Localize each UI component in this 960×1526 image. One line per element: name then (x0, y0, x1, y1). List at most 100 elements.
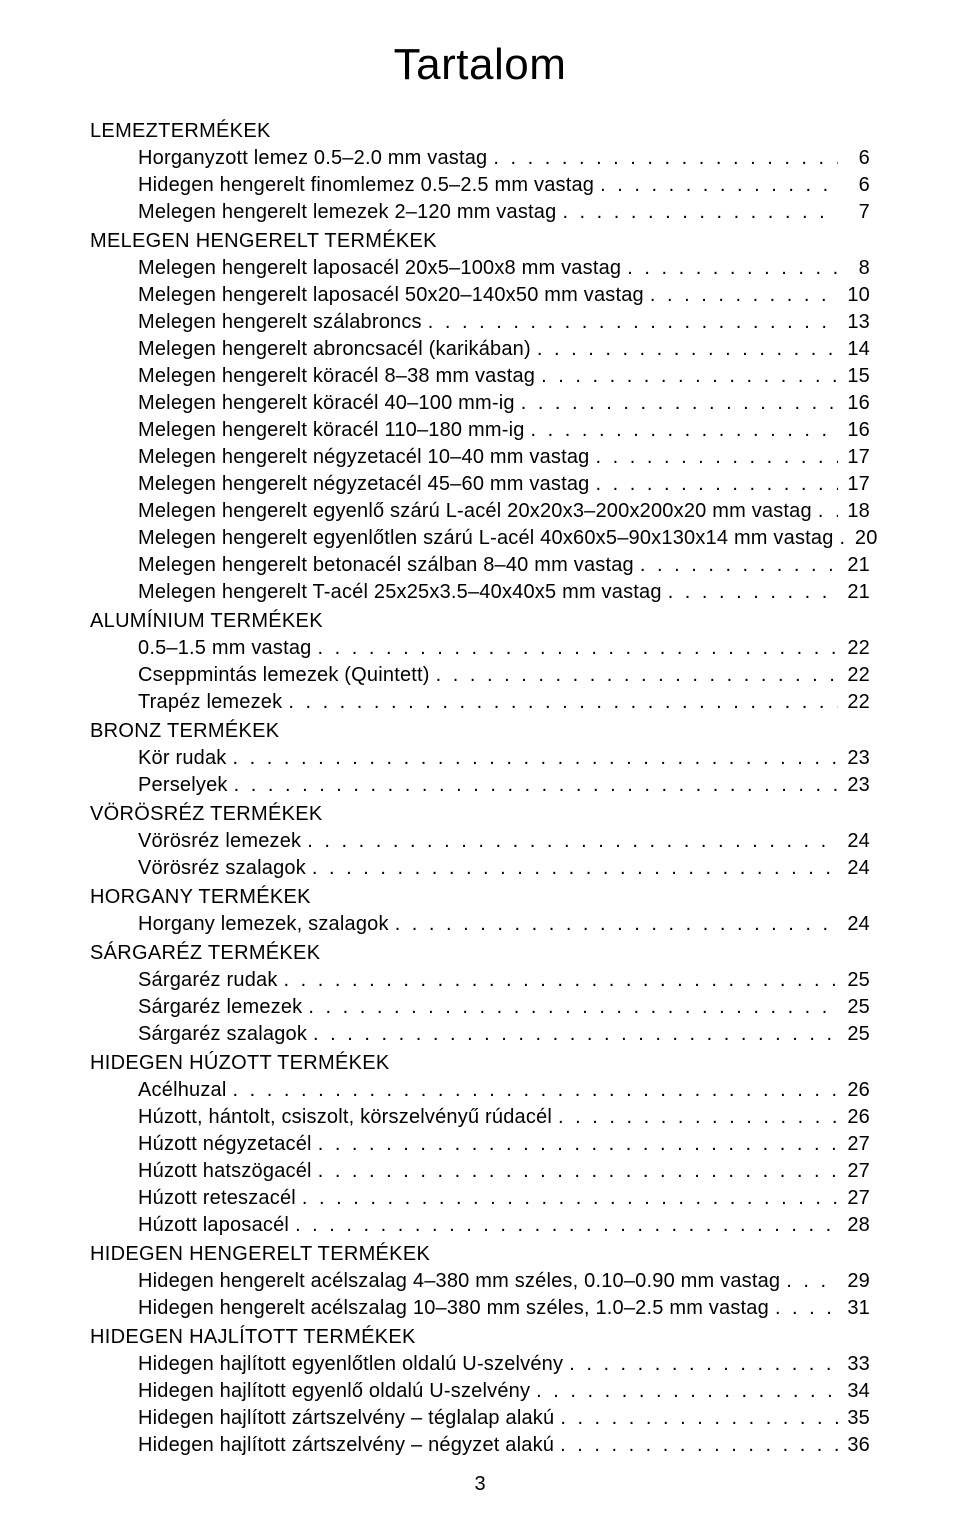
toc-dots: . . . . . . . . . . . . . . . . . . . . … (769, 1295, 838, 1322)
toc-row: Melegen hengerelt laposacél 20x5–100x8 m… (90, 255, 870, 282)
section-header: SÁRGARÉZ TERMÉKEK (90, 940, 870, 967)
toc-label: Vörösréz lemezek (138, 828, 301, 855)
toc-row: Hidegen hajlított zártszelvény – téglala… (90, 1405, 870, 1432)
toc-page: 34 (838, 1378, 870, 1405)
toc-dots: . . . . . . . . . . . . . . . . . . . . … (554, 1405, 838, 1432)
toc-row: Melegen hengerelt egyenlő szárú L-acél 2… (90, 498, 870, 525)
toc-row: Melegen hengerelt laposacél 50x20–140x50… (90, 282, 870, 309)
toc-row: Vörösréz lemezek . . . . . . . . . . . .… (90, 828, 870, 855)
toc-row: Melegen hengerelt négyzetacél 45–60 mm v… (90, 471, 870, 498)
section-header: HIDEGEN HENGERELT TERMÉKEK (90, 1241, 870, 1268)
toc-page: 26 (838, 1077, 870, 1104)
toc-label: Húzott négyzetacél (138, 1131, 312, 1158)
toc-row: Kör rudak . . . . . . . . . . . . . . . … (90, 745, 870, 772)
toc-label: Hidegen hengerelt finomlemez 0.5–2.5 mm … (138, 172, 594, 199)
toc-label: Hidegen hajlított egyenlőtlen oldalú U-s… (138, 1351, 563, 1378)
toc-label: Melegen hengerelt köracél 40–100 mm-ig (138, 390, 515, 417)
toc-page: 25 (838, 1021, 870, 1048)
toc-label: Melegen hengerelt T-acél 25x25x3.5–40x40… (138, 579, 662, 606)
toc-dots: . . . . . . . . . . . . . . . . . . . . … (563, 1351, 838, 1378)
toc-page: 36 (838, 1432, 870, 1459)
toc-label: Hidegen hengerelt acélszalag 4–380 mm sz… (138, 1268, 780, 1295)
toc-label: Melegen hengerelt négyzetacél 10–40 mm v… (138, 444, 590, 471)
toc-label: Sárgaréz szalagok (138, 1021, 307, 1048)
toc-row: Húzott, hántolt, csiszolt, körszelvényű … (90, 1104, 870, 1131)
toc-page: 22 (838, 662, 870, 689)
toc-label: 0.5–1.5 mm vastag (138, 635, 312, 662)
toc-row: Melegen hengerelt szálabroncs . . . . . … (90, 309, 870, 336)
page-number: 3 (90, 1473, 870, 1496)
toc-dots: . . . . . . . . . . . . . . . . . . . . … (227, 745, 838, 772)
toc-page: 26 (838, 1104, 870, 1131)
toc-page: 22 (838, 635, 870, 662)
toc-dots: . . . . . . . . . . . . . . . . . . . . … (812, 498, 838, 525)
toc-row: Hidegen hajlított egyenlő oldalú U-szelv… (90, 1378, 870, 1405)
toc-page: 35 (838, 1405, 870, 1432)
section-header: MELEGEN HENGERELT TERMÉKEK (90, 228, 870, 255)
toc-page: 27 (838, 1131, 870, 1158)
toc-row: Vörösréz szalagok . . . . . . . . . . . … (90, 855, 870, 882)
toc-row: Húzott négyzetacél . . . . . . . . . . .… (90, 1131, 870, 1158)
toc-row: Horgany lemezek, szalagok . . . . . . . … (90, 911, 870, 938)
toc-dots: . . . . . . . . . . . . . . . . . . . . … (530, 1378, 838, 1405)
toc-dots: . . . . . . . . . . . . . . . . . . . . … (228, 772, 838, 799)
toc-page: 14 (838, 336, 870, 363)
toc-label: Melegen hengerelt abroncsacél (karikában… (138, 336, 531, 363)
toc-page: 24 (838, 911, 870, 938)
toc-row: Sárgaréz lemezek . . . . . . . . . . . .… (90, 994, 870, 1021)
toc-label: Trapéz lemezek (138, 689, 282, 716)
toc-label: Húzott reteszacél (138, 1185, 296, 1212)
toc-page: 28 (838, 1212, 870, 1239)
toc-row: Hidegen hengerelt finomlemez 0.5–2.5 mm … (90, 172, 870, 199)
toc-page: 8 (838, 255, 870, 282)
toc-page: 23 (838, 745, 870, 772)
toc-dots: . . . . . . . . . . . . . . . . . . . . … (780, 1268, 838, 1295)
toc-dots: . . . . . . . . . . . . . . . . . . . . … (662, 579, 838, 606)
toc-dots: . . . . . . . . . . . . . . . . . . . . … (389, 911, 838, 938)
toc-label: Hidegen hengerelt acélszalag 10–380 mm s… (138, 1295, 769, 1322)
toc-dots: . . . . . . . . . . . . . . . . . . . . … (535, 363, 838, 390)
toc-label: Melegen hengerelt laposacél 50x20–140x50… (138, 282, 644, 309)
toc-dots: . . . . . . . . . . . . . . . . . . . . … (278, 967, 838, 994)
toc-dots: . . . . . . . . . . . . . . . . . . . . … (312, 1131, 838, 1158)
toc-row: Sárgaréz rudak . . . . . . . . . . . . .… (90, 967, 870, 994)
toc-row: Horganyzott lemez 0.5–2.0 mm vastag . . … (90, 145, 870, 172)
toc-dots: . . . . . . . . . . . . . . . . . . . . … (621, 255, 838, 282)
toc-page: 27 (838, 1158, 870, 1185)
toc-label: Melegen hengerelt szálabroncs (138, 309, 422, 336)
toc-page: 10 (838, 282, 870, 309)
toc-dots: . . . . . . . . . . . . . . . . . . . . … (834, 525, 846, 552)
section-header: HIDEGEN HÚZOTT TERMÉKEK (90, 1050, 870, 1077)
toc-row: Hidegen hengerelt acélszalag 4–380 mm sz… (90, 1268, 870, 1295)
toc-label: Sárgaréz lemezek (138, 994, 302, 1021)
toc-dots: . . . . . . . . . . . . . . . . . . . . … (590, 444, 839, 471)
toc-dots: . . . . . . . . . . . . . . . . . . . . … (531, 336, 838, 363)
toc-page: 25 (838, 967, 870, 994)
toc-label: Melegen hengerelt köracél 110–180 mm-ig (138, 417, 525, 444)
toc-label: Vörösréz szalagok (138, 855, 306, 882)
toc-page: 16 (838, 417, 870, 444)
toc-page: 7 (838, 199, 870, 226)
toc-dots: . . . . . . . . . . . . . . . . . . . . … (554, 1432, 838, 1459)
toc-row: Melegen hengerelt betonacél szálban 8–40… (90, 552, 870, 579)
toc-page: 16 (838, 390, 870, 417)
toc-label: Hidegen hajlított egyenlő oldalú U-szelv… (138, 1378, 530, 1405)
toc-dots: . . . . . . . . . . . . . . . . . . . . … (302, 994, 838, 1021)
toc-label: Acélhuzal (138, 1077, 227, 1104)
toc-dots: . . . . . . . . . . . . . . . . . . . . … (307, 1021, 838, 1048)
toc-row: Húzott hatszögacél . . . . . . . . . . .… (90, 1158, 870, 1185)
toc-row: Melegen hengerelt T-acél 25x25x3.5–40x40… (90, 579, 870, 606)
toc-dots: . . . . . . . . . . . . . . . . . . . . … (282, 689, 838, 716)
toc-dots: . . . . . . . . . . . . . . . . . . . . … (515, 390, 838, 417)
toc-page: 17 (838, 471, 870, 498)
toc-page: 31 (838, 1295, 870, 1322)
toc-page: 20 (846, 525, 878, 552)
toc-dots: . . . . . . . . . . . . . . . . . . . . … (634, 552, 838, 579)
toc-row: Melegen hengerelt egyenlőtlen szárú L-ac… (90, 525, 870, 552)
toc-page: 25 (838, 994, 870, 1021)
toc-dots: . . . . . . . . . . . . . . . . . . . . … (556, 199, 838, 226)
toc-label: Melegen hengerelt egyenlő szárú L-acél 2… (138, 498, 812, 525)
toc-row: Hidegen hajlított zártszelvény – négyzet… (90, 1432, 870, 1459)
toc-dots: . . . . . . . . . . . . . . . . . . . . … (306, 855, 838, 882)
toc-page: 6 (838, 172, 870, 199)
